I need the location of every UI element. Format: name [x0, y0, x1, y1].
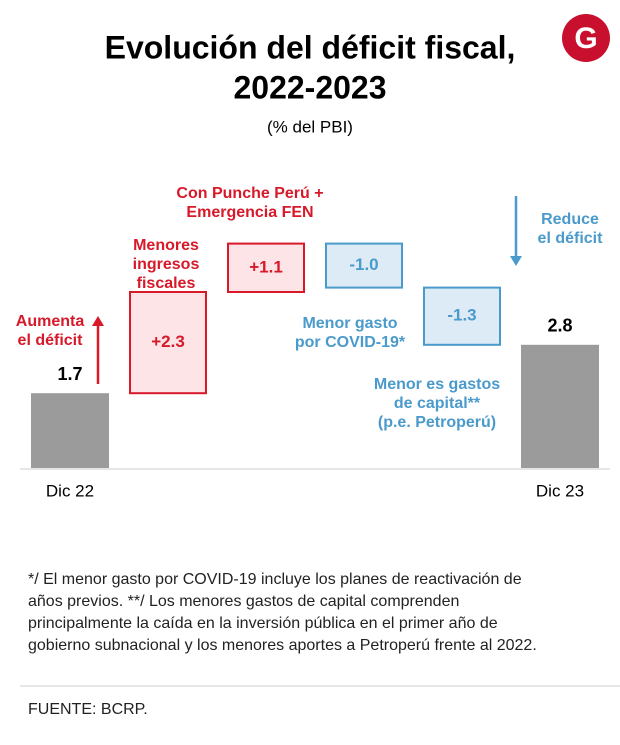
logo: G	[574, 22, 597, 55]
value-label: +2.3	[151, 332, 185, 351]
annotation: Menor gasto	[302, 315, 397, 332]
total-bar	[521, 344, 599, 468]
source: FUENTE: BCRP.	[28, 701, 148, 718]
arrow-head	[510, 256, 522, 266]
footnote: */ El menor gasto por COVID-19 incluye l…	[28, 571, 522, 588]
annotation: Emergencia FEN	[186, 204, 313, 221]
logo-circle	[562, 14, 610, 62]
value-label: -1.3	[447, 306, 476, 325]
footnote: principalmente la caída en la inversión …	[28, 615, 498, 632]
value-label: +1.1	[249, 257, 283, 276]
title: 2022-2023	[233, 69, 386, 105]
annotation: el déficit	[538, 230, 604, 247]
value-label: 1.7	[57, 364, 82, 384]
value-label: -1.0	[349, 255, 378, 274]
x-tick-label: Dic 23	[536, 481, 584, 500]
increase-bar	[227, 242, 305, 294]
annotation: Aumenta	[16, 313, 85, 330]
decrease-bar	[325, 242, 403, 289]
arrow-head	[92, 316, 104, 326]
decrease-bar	[423, 286, 501, 346]
increase-bar	[129, 291, 207, 395]
total-bar	[31, 393, 109, 468]
annotation: el déficit	[18, 332, 84, 349]
footnote: gobierno subnacional y los menores aport…	[28, 637, 537, 654]
annotation: Menores	[133, 237, 199, 254]
annotation: fiscales	[137, 275, 196, 292]
annotation: ingresos	[133, 256, 200, 273]
annotation: por COVID-19*	[295, 334, 406, 351]
subtitle: (% del PBI)	[267, 117, 353, 136]
value-label: 2.8	[547, 316, 572, 336]
annotation: Con Punche Perú +	[176, 185, 323, 202]
footnote: años previos. **/ Los menores gastos de …	[28, 593, 459, 610]
annotation: (p.e. Petroperú)	[378, 414, 496, 431]
annotation: de capital**	[394, 395, 481, 412]
annotation: Reduce	[541, 211, 599, 228]
annotation: Menor es gastos	[374, 376, 500, 393]
x-tick-label: Dic 22	[46, 481, 94, 500]
title: Evolución del déficit fiscal,	[105, 29, 516, 65]
